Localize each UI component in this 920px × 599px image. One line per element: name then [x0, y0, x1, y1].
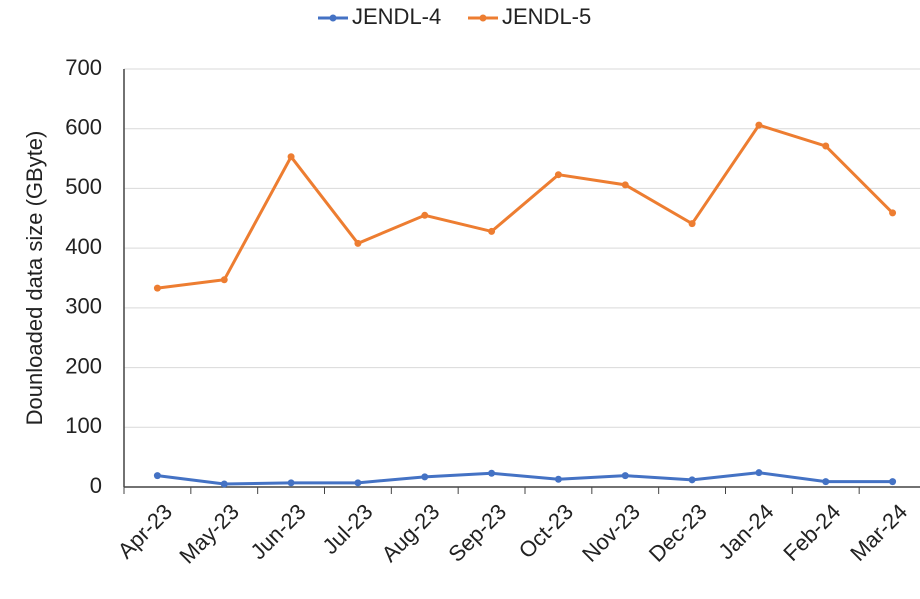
x-tick-label: Apr-23: [113, 499, 177, 563]
marker: [354, 239, 362, 247]
marker: [153, 472, 161, 480]
x-tick-label: Aug-23: [377, 499, 445, 567]
marker: [488, 227, 496, 235]
x-tick-label: May-23: [174, 499, 244, 569]
marker: [755, 469, 763, 477]
marker: [287, 479, 295, 487]
marker: [220, 480, 228, 488]
marker: [220, 276, 228, 284]
x-tick-label: Jun-23: [245, 499, 310, 564]
y-tick-label: 100: [65, 413, 102, 438]
marker: [421, 473, 429, 481]
y-tick-label: 300: [65, 294, 102, 319]
y-tick-label: 600: [65, 115, 102, 140]
marker: [554, 171, 562, 179]
marker: [822, 478, 830, 486]
legend-marker: [479, 14, 487, 22]
marker: [889, 209, 897, 217]
x-tick-label: Jul-23: [318, 499, 378, 559]
marker: [421, 211, 429, 219]
marker: [554, 475, 562, 483]
marker: [688, 220, 696, 228]
legend-marker: [329, 14, 337, 22]
x-tick-label: Dec-23: [644, 499, 712, 567]
line: [157, 123, 894, 290]
legend-label: JENDL-5: [502, 4, 591, 29]
marker: [889, 478, 897, 486]
x-tick-label: Jan-24: [713, 499, 778, 564]
marker: [621, 472, 629, 480]
y-axis-label: Dounloaded data size (GByte): [22, 131, 47, 426]
marker: [621, 181, 629, 189]
legend-label: JENDL-4: [352, 4, 441, 29]
marker: [153, 284, 161, 292]
y-tick-label: 700: [65, 55, 102, 80]
x-tick-label: Feb-24: [778, 499, 845, 566]
y-tick-label: 200: [65, 353, 102, 378]
marker: [287, 153, 295, 161]
marker: [354, 479, 362, 487]
x-tick-label: Sep-23: [443, 499, 511, 567]
marker: [822, 142, 830, 150]
marker: [755, 121, 763, 129]
x-tick-label: Mar-24: [845, 499, 912, 566]
y-tick-label: 0: [90, 473, 102, 498]
y-tick-label: 400: [65, 234, 102, 259]
line: [157, 471, 893, 486]
y-tick-label: 500: [65, 174, 102, 199]
marker: [488, 469, 496, 477]
x-tick-label: Oct-23: [514, 499, 578, 563]
marker: [688, 476, 696, 484]
x-tick-label: Nov-23: [577, 499, 645, 567]
